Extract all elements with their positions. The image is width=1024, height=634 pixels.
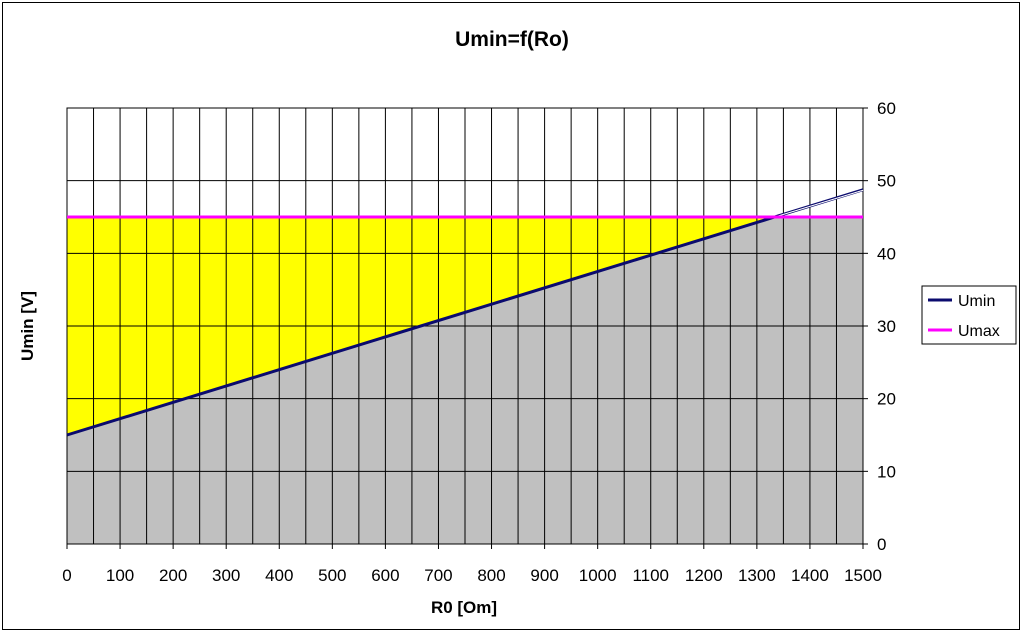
series-umin-line-highlight [776,189,864,217]
y-tick-label: 40 [877,244,896,263]
x-tick-label: 300 [212,566,240,585]
legend: Umin Umax [921,285,1017,345]
x-tick-label: 700 [424,566,452,585]
y-tick-label: 20 [877,390,896,409]
x-tick-label: 1400 [791,566,829,585]
x-tick-label: 800 [477,566,505,585]
x-tick-label: 1200 [685,566,723,585]
chart-title: Umin=f(Ro) [455,28,569,51]
x-tick-label: 500 [318,566,346,585]
x-tick-label: 900 [530,566,558,585]
y-tick-label: 30 [877,317,896,336]
x-tick-label: 400 [265,566,293,585]
x-tick-label: 0 [62,566,71,585]
x-tick-label: 100 [106,566,134,585]
y-tick-label: 50 [877,172,896,191]
x-tick-label: 200 [159,566,187,585]
y-tick-label: 60 [877,99,896,118]
legend-box [921,285,1017,345]
y-tick-label: 10 [877,462,896,481]
legend-label-umax: Umax [958,323,1000,340]
x-tick-label: 600 [371,566,399,585]
x-tick-label: 1100 [632,566,669,585]
x-tick-label: 1000 [579,566,617,585]
series-layer [66,188,864,437]
x-tick-label: 1300 [738,566,776,585]
y-axis-label: Umin [V] [18,291,37,361]
grid-layer [66,107,864,545]
legend-label-umin: Umin [958,293,995,310]
tick-layer: 0 100 200 300 400 500 600 700 800 900 1000 1100 1200… [62,99,896,585]
x-tick-label: 1500 [844,566,882,585]
y-tick-label: 0 [877,535,886,554]
x-axis-label: R0 [Om] [431,598,497,617]
series-umin-line [66,215,775,437]
